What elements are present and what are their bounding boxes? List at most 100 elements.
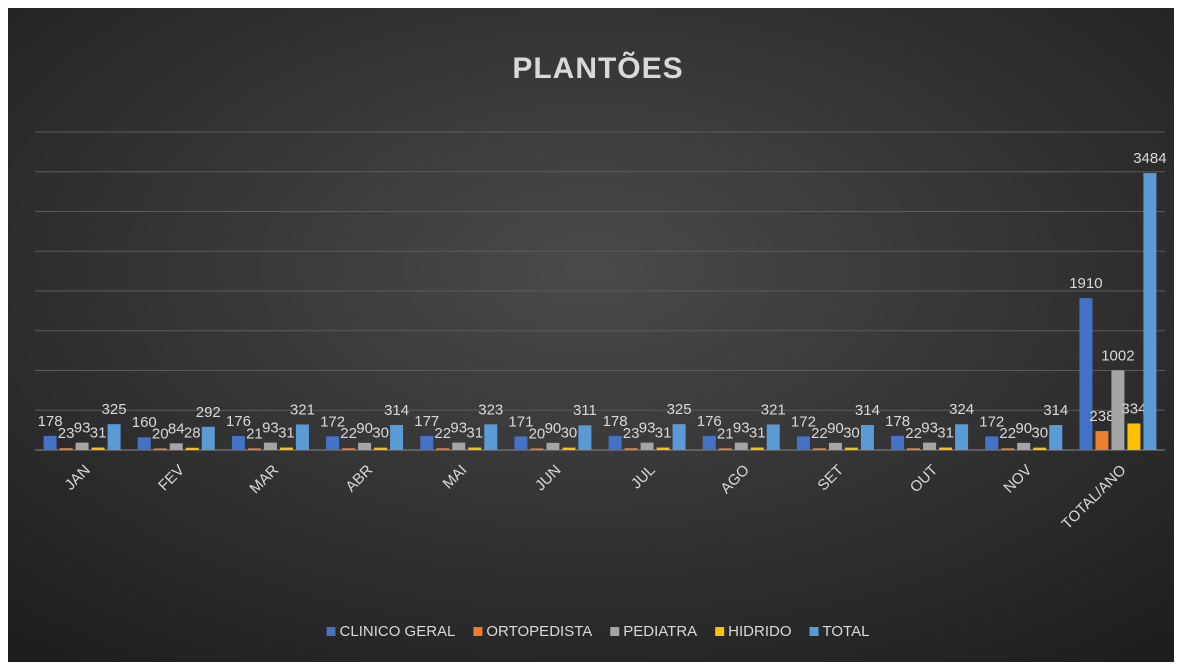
bar <box>860 425 874 450</box>
bar <box>59 448 73 450</box>
bar <box>578 425 592 450</box>
bar <box>1017 442 1031 450</box>
bar <box>295 424 309 450</box>
data-label: 160 <box>132 414 157 431</box>
legend-label: TOTAL <box>823 623 870 640</box>
data-label: 311 <box>573 402 597 419</box>
data-label: 321 <box>290 401 315 418</box>
data-label: 292 <box>196 404 221 421</box>
chart-title: PLANTÕES <box>512 51 683 85</box>
bar <box>231 436 245 450</box>
data-label: 90 <box>827 420 844 437</box>
bar <box>656 447 670 450</box>
data-label: 321 <box>761 401 786 418</box>
bar <box>844 447 858 450</box>
bar <box>562 447 576 450</box>
bar <box>1033 447 1047 450</box>
data-label: 334 <box>1121 400 1146 417</box>
bar <box>530 448 544 450</box>
bar <box>326 436 340 450</box>
bar <box>985 436 999 450</box>
bar <box>153 448 167 450</box>
data-label: 90 <box>545 420 562 437</box>
data-label: 176 <box>697 413 722 430</box>
data-label: 314 <box>1043 402 1068 419</box>
data-label: 30 <box>372 425 389 442</box>
bar <box>1079 298 1093 450</box>
bar <box>279 447 293 450</box>
data-label: 30 <box>843 425 860 442</box>
data-label: 93 <box>733 420 750 437</box>
legend-swatch <box>610 627 620 636</box>
data-label: 93 <box>921 420 938 437</box>
data-label: 177 <box>414 413 439 430</box>
bar <box>374 447 388 450</box>
bar <box>718 448 732 450</box>
data-label: 3484 <box>1133 150 1166 167</box>
data-label: 20 <box>529 425 546 442</box>
data-label: 323 <box>478 401 503 418</box>
bar <box>420 435 434 450</box>
bar <box>137 437 151 450</box>
bar <box>247 448 261 450</box>
legend-swatch <box>326 627 336 636</box>
data-label: 31 <box>749 425 766 442</box>
bar <box>263 442 277 450</box>
bar <box>452 442 466 450</box>
legend-swatch <box>715 627 725 636</box>
bar <box>169 443 183 450</box>
bar <box>484 424 498 450</box>
bar <box>812 448 826 450</box>
bar <box>923 442 937 450</box>
bar <box>201 426 215 450</box>
bar <box>608 435 622 450</box>
data-label: 22 <box>434 425 451 442</box>
bar <box>1111 370 1125 450</box>
bar <box>955 424 969 450</box>
data-label: 23 <box>58 425 75 442</box>
bar <box>390 425 404 450</box>
bar <box>734 442 748 450</box>
data-label: 28 <box>184 425 201 442</box>
data-label: 314 <box>855 402 880 419</box>
data-label: 178 <box>603 413 628 430</box>
bar <box>702 436 716 450</box>
data-label: 93 <box>262 420 279 437</box>
data-label: 23 <box>623 425 640 442</box>
data-label: 1910 <box>1069 275 1102 292</box>
data-label: 30 <box>1031 425 1048 442</box>
data-label: 90 <box>356 420 373 437</box>
data-label: 30 <box>561 425 578 442</box>
bar <box>1001 448 1015 450</box>
data-label: 90 <box>1015 420 1032 437</box>
data-label: 172 <box>979 413 1004 430</box>
data-label: 31 <box>90 425 107 442</box>
data-label: 238 <box>1089 408 1114 425</box>
legend-swatch <box>809 627 819 636</box>
data-label: 22 <box>999 425 1016 442</box>
bar <box>624 448 638 450</box>
data-label: 314 <box>384 402 409 419</box>
data-label: 31 <box>937 425 954 442</box>
bar <box>907 448 921 450</box>
data-label: 21 <box>717 425 734 442</box>
bar <box>514 436 528 450</box>
bar <box>185 447 199 450</box>
bar <box>468 447 482 450</box>
data-label: 93 <box>74 420 91 437</box>
bar <box>107 424 121 450</box>
data-label: 93 <box>450 420 467 437</box>
data-label: 93 <box>639 420 656 437</box>
data-label: 325 <box>102 401 127 418</box>
data-label: 31 <box>655 425 672 442</box>
data-label: 22 <box>905 425 922 442</box>
data-label: 22 <box>811 425 828 442</box>
bar <box>91 447 105 450</box>
data-label: 20 <box>152 425 169 442</box>
bar <box>436 448 450 450</box>
bar <box>1127 423 1141 450</box>
data-label: 22 <box>340 425 357 442</box>
data-label: 172 <box>791 413 816 430</box>
legend-label: ORTOPEDISTA <box>486 623 592 640</box>
bar <box>891 435 905 450</box>
